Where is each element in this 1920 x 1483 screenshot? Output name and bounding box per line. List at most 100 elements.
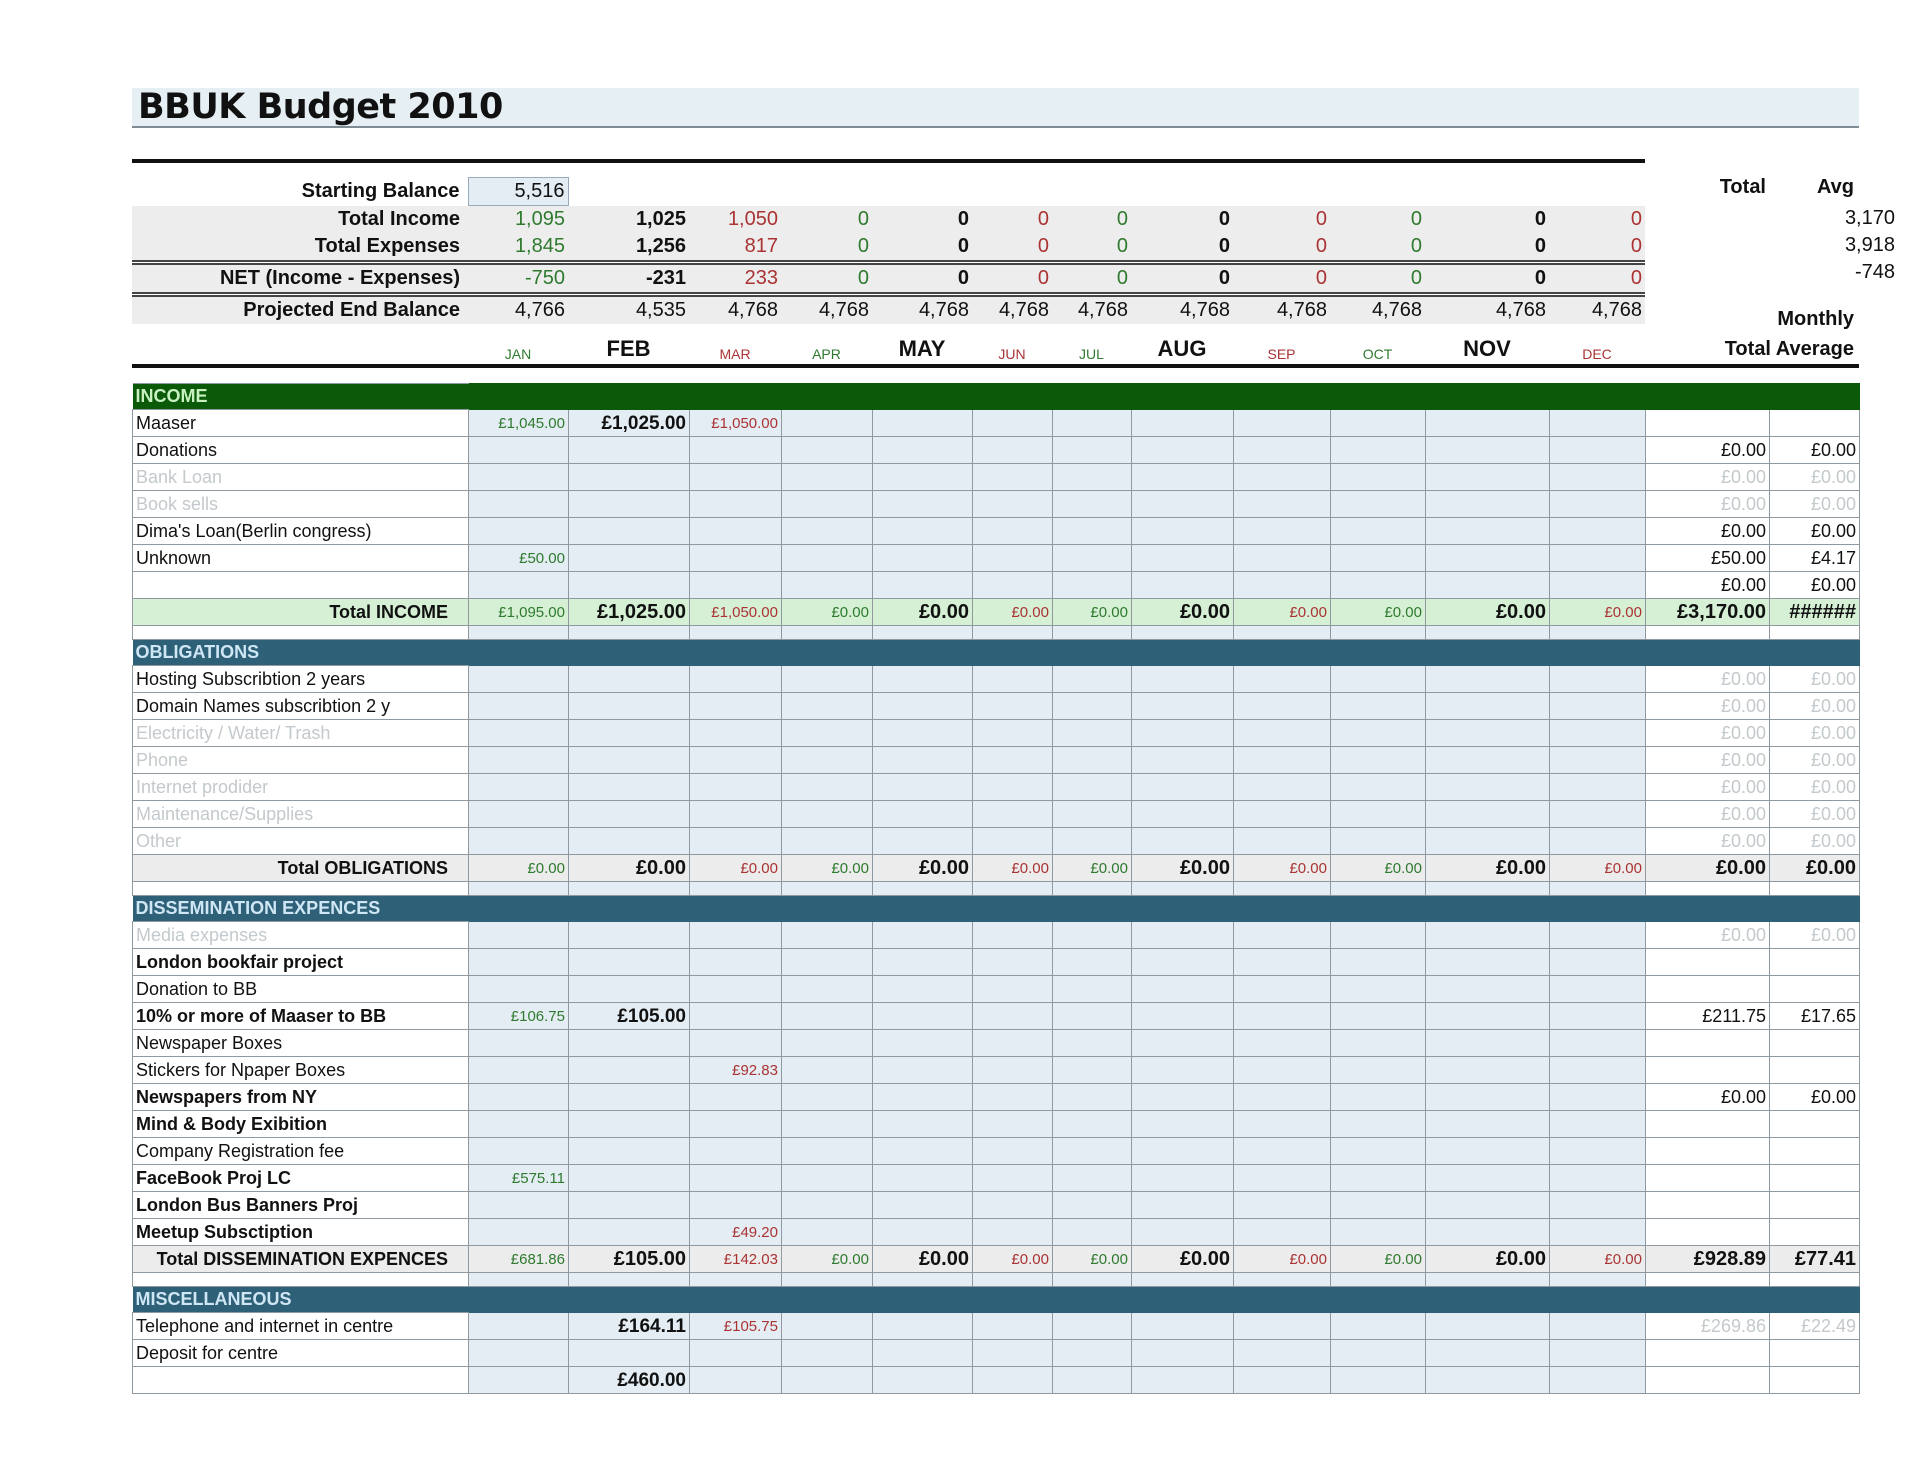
cell-mar[interactable] [689,1339,782,1367]
cell-jun[interactable] [972,544,1053,572]
row-label[interactable]: Media expenses [132,921,469,949]
cell-jul[interactable] [1052,1137,1132,1165]
cell-may[interactable] [872,1002,973,1030]
cell-sep[interactable] [1233,1137,1331,1165]
row-label[interactable]: Bank Loan [132,463,469,491]
cell-jun[interactable] [972,921,1053,949]
cell-jul[interactable] [1052,436,1132,464]
row-label[interactable]: Phone [132,746,469,774]
cell-jun[interactable] [972,571,1053,599]
cell-dec[interactable] [1549,1002,1646,1030]
cell-apr[interactable] [781,1366,873,1394]
cell-nov[interactable] [1425,463,1550,491]
cell-sep[interactable] [1233,1312,1331,1340]
row-label[interactable]: Deposit for centre [132,1339,469,1367]
cell-jun[interactable] [972,773,1053,801]
cell-jul[interactable] [1052,692,1132,720]
cell-may[interactable] [872,436,973,464]
cell-aug[interactable] [1131,490,1234,518]
cell-apr[interactable] [781,1164,873,1192]
cell-jul[interactable] [1052,827,1132,855]
cell-sep[interactable] [1233,571,1331,599]
cell-oct[interactable] [1330,1191,1426,1219]
cell-apr[interactable] [781,409,873,437]
cell-jul[interactable] [1052,1083,1132,1111]
cell-jun[interactable] [972,517,1053,545]
cell-feb[interactable]: £460.00 [568,1366,690,1394]
cell-apr[interactable] [781,490,873,518]
cell-feb[interactable] [568,1110,690,1138]
cell-apr[interactable] [781,1137,873,1165]
cell-mar[interactable]: £105.75 [689,1312,782,1340]
row-label[interactable]: Telephone and internet in centre [132,1312,469,1340]
cell-sep[interactable] [1233,746,1331,774]
cell-feb[interactable] [568,544,690,572]
cell-nov[interactable] [1425,692,1550,720]
cell-sep[interactable] [1233,1366,1331,1394]
cell-mar[interactable] [689,921,782,949]
cell-jul[interactable] [1052,746,1132,774]
cell-mar[interactable] [689,746,782,774]
cell-jun[interactable] [972,463,1053,491]
cell-jul[interactable] [1052,1218,1132,1246]
cell-sep[interactable] [1233,921,1331,949]
cell-feb[interactable] [568,490,690,518]
cell-jul[interactable] [1052,409,1132,437]
row-label[interactable]: 10% or more of Maaser to BB [132,1002,469,1030]
cell-jan[interactable] [468,948,569,976]
cell-jan[interactable] [468,665,569,693]
cell-aug[interactable] [1131,800,1234,828]
cell-mar[interactable] [689,665,782,693]
cell-mar[interactable] [689,463,782,491]
cell-dec[interactable] [1549,1312,1646,1340]
cell-apr[interactable] [781,436,873,464]
cell-oct[interactable] [1330,463,1426,491]
cell-jan[interactable] [468,773,569,801]
cell-dec[interactable] [1549,544,1646,572]
cell-jun[interactable] [972,665,1053,693]
cell-oct[interactable] [1330,490,1426,518]
cell-oct[interactable] [1330,1366,1426,1394]
cell-apr[interactable] [781,517,873,545]
cell-dec[interactable] [1549,746,1646,774]
cell-feb[interactable]: £1,025.00 [568,409,690,437]
cell-mar[interactable] [689,436,782,464]
row-label[interactable] [132,571,469,599]
cell-mar[interactable] [689,1029,782,1057]
cell-sep[interactable] [1233,665,1331,693]
cell-jun[interactable] [972,1137,1053,1165]
cell-jul[interactable] [1052,1339,1132,1367]
cell-mar[interactable] [689,827,782,855]
cell-nov[interactable] [1425,773,1550,801]
cell-jun[interactable] [972,719,1053,747]
cell-sep[interactable] [1233,1002,1331,1030]
cell-sep[interactable] [1233,827,1331,855]
cell-apr[interactable] [781,692,873,720]
cell-may[interactable] [872,948,973,976]
cell-jul[interactable] [1052,490,1132,518]
cell-mar[interactable] [689,948,782,976]
cell-oct[interactable] [1330,1218,1426,1246]
cell-may[interactable] [872,1029,973,1057]
cell-aug[interactable] [1131,1218,1234,1246]
cell-jul[interactable] [1052,544,1132,572]
cell-feb[interactable] [568,921,690,949]
cell-feb[interactable] [568,975,690,1003]
cell-nov[interactable] [1425,1056,1550,1084]
cell-aug[interactable] [1131,746,1234,774]
cell-nov[interactable] [1425,1339,1550,1367]
cell-apr[interactable] [781,827,873,855]
cell-feb[interactable] [568,665,690,693]
cell-jul[interactable] [1052,800,1132,828]
cell-apr[interactable] [781,975,873,1003]
cell-dec[interactable] [1549,1191,1646,1219]
cell-jul[interactable] [1052,975,1132,1003]
cell-jan[interactable] [468,436,569,464]
cell-feb[interactable] [568,1056,690,1084]
cell-nov[interactable] [1425,827,1550,855]
cell-apr[interactable] [781,463,873,491]
cell-dec[interactable] [1549,1029,1646,1057]
cell-may[interactable] [872,517,973,545]
cell-jul[interactable] [1052,1191,1132,1219]
cell-sep[interactable] [1233,436,1331,464]
